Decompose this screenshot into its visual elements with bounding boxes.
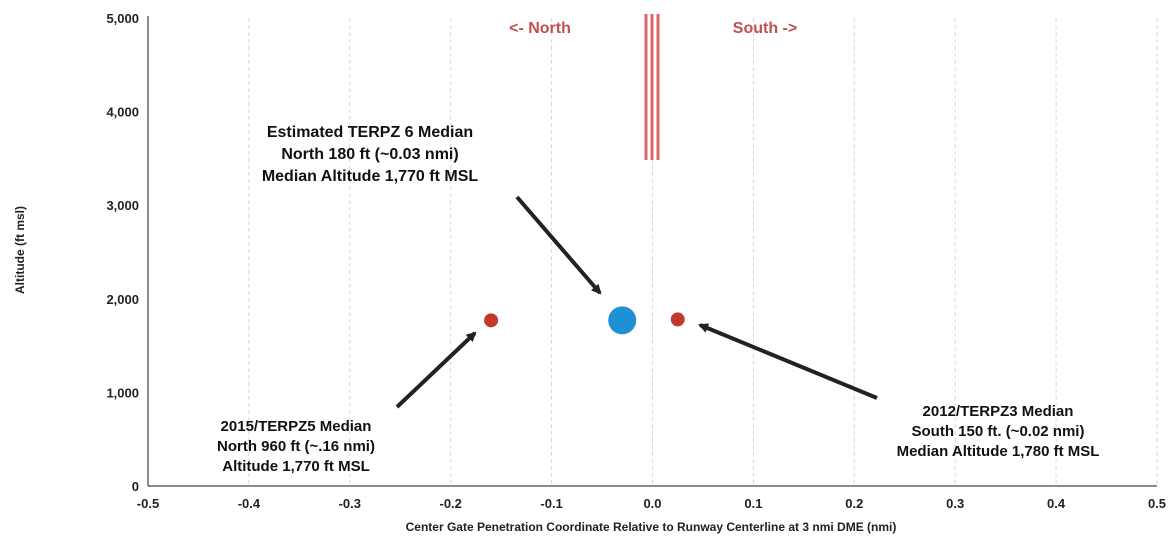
annotation-terpz5-line3: Altitude 1,770 ft MSL [222,458,370,475]
annotation-terpz6-line1: Estimated TERPZ 6 Median [267,124,473,141]
x-tick-label: -0.3 [339,496,361,511]
x-tick-labels: -0.5 -0.4 -0.3 -0.2 -0.1 0.0 0.1 0.2 0.3 0.4 0.5 [137,496,1166,511]
y-tick-label: 3,000 [106,198,139,213]
x-axis-title: Center Gate Penetration Coordinate Relat… [406,520,897,534]
annotation-terpz5: 2015/TERPZ5 Median North 960 ft (~.16 nm… [217,418,375,475]
annotation-terpz5-line2: North 960 ft (~.16 nmi) [217,438,375,455]
y-tick-label: 1,000 [106,385,139,400]
north-direction-label: <- North [509,20,571,37]
x-tick-label: 0.3 [946,496,964,511]
annotation-terpz3-line3: Median Altitude 1,780 ft MSL [897,443,1100,460]
x-tick-label: 0.2 [845,496,863,511]
x-tick-label: -0.1 [540,496,562,511]
annotation-terpz3-line2: South 150 ft. (~0.02 nmi) [912,423,1085,440]
arrow-terpz5 [395,331,477,409]
x-tick-label: -0.4 [238,496,261,511]
annotation-terpz3: 2012/TERPZ3 Median South 150 ft. (~0.02 … [897,403,1100,460]
annotation-terpz3-line1: 2012/TERPZ3 Median [923,403,1074,420]
x-tick-label: -0.5 [137,496,159,511]
x-tick-label: 0.5 [1148,496,1166,511]
arrow-terpz6 [515,195,602,295]
x-tick-label: -0.2 [439,496,461,511]
axes [147,16,1157,487]
annotation-terpz6-line3: Median Altitude 1,770 ft MSL [262,168,479,185]
annotation-terpz5-line1: 2015/TERPZ5 Median [221,418,372,435]
y-tick-label: 4,000 [106,105,139,120]
data-point [484,313,499,328]
data-points [484,306,685,335]
data-point [608,306,637,335]
annotation-terpz6: Estimated TERPZ 6 Median North 180 ft (~… [262,124,479,185]
x-tick-label: 0.1 [744,496,762,511]
y-tick-label: 0 [132,479,139,494]
south-direction-label: South -> [733,20,797,37]
y-tick-label: 5,000 [106,11,139,26]
annotation-terpz6-line2: North 180 ft (~0.03 nmi) [281,146,458,163]
y-tick-label: 2,000 [106,292,139,307]
x-tick-label: 0.4 [1047,496,1066,511]
y-axis-title: Altitude (ft msl) [13,206,27,294]
x-tick-label: 0.0 [643,496,661,511]
data-point [670,312,685,327]
arrow-terpz3 [698,323,878,400]
y-tick-labels: 0 1,000 2,000 3,000 4,000 5,000 [106,11,139,494]
runway-centerline-marker [644,14,660,160]
gridlines [248,18,1158,486]
